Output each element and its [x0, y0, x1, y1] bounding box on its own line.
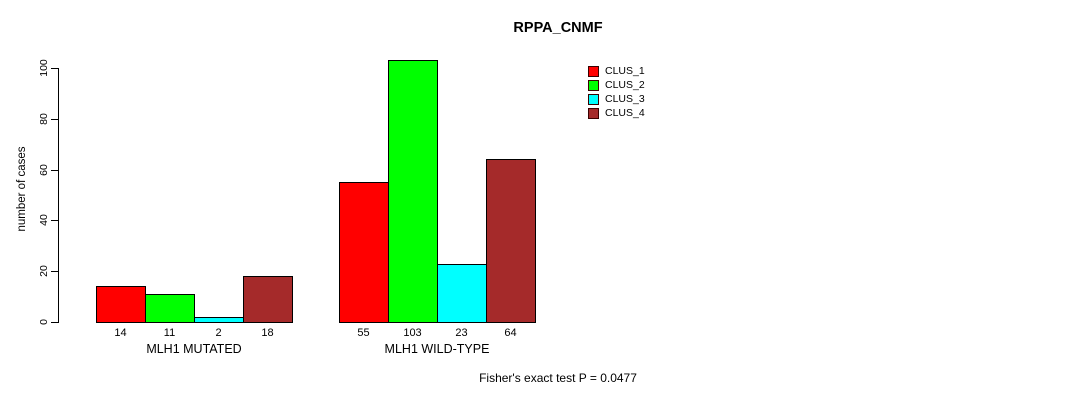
legend-label: CLUS_3: [605, 93, 645, 105]
bar-value-label: 55: [357, 327, 370, 339]
bar-clus_3-2: [437, 264, 487, 323]
legend-label: CLUS_4: [605, 107, 645, 119]
legend-label: CLUS_1: [605, 65, 645, 77]
bar-value-label: 2: [215, 327, 222, 339]
legend-swatch-icon: [588, 93, 599, 105]
bar-clus_2-2: [388, 60, 438, 323]
fisher-test-annotation: Fisher's exact test P = 0.0477: [479, 371, 637, 385]
y-axis-tick: [51, 169, 58, 171]
y-axis-tick-label: 40: [38, 214, 50, 227]
bar-clus_4-2: [486, 159, 536, 323]
y-axis-label: number of cases: [16, 146, 28, 232]
y-axis-tick: [51, 271, 58, 273]
bar-clus_3-1: [194, 317, 244, 323]
bar-clus_1-1: [96, 286, 146, 323]
category-label: MLH1 WILD-TYPE: [384, 342, 490, 356]
bar-value-label: 23: [455, 327, 468, 339]
legend-swatch-icon: [588, 65, 599, 77]
bar-clus_4-1: [243, 276, 293, 323]
y-axis-tick: [51, 322, 58, 323]
bar-clus_2-1: [145, 294, 195, 323]
chart-title: RPPA_CNMF: [513, 20, 603, 36]
legend-item-clus_2: CLUS_2: [588, 78, 645, 92]
bar-value-label: 14: [114, 327, 127, 339]
y-axis-tick-label: 60: [38, 163, 50, 176]
legend-swatch-icon: [588, 107, 599, 119]
bar-clus_1-2: [339, 182, 389, 323]
category-label: MLH1 MUTATED: [146, 342, 242, 356]
bar-value-label: 64: [504, 327, 517, 339]
y-axis-tick: [51, 118, 58, 120]
bar-value-label: 103: [403, 327, 422, 339]
y-axis-tick: [51, 68, 58, 69]
legend: CLUS_1 CLUS_2 CLUS_3 CLUS_4: [588, 64, 645, 120]
y-axis-tick-label: 100: [38, 59, 50, 77]
y-axis-tick-label: 0: [38, 319, 50, 325]
y-axis-tick-label: 20: [38, 265, 50, 278]
bar-value-label: 11: [163, 327, 176, 339]
y-axis-tick-label: 80: [38, 112, 50, 125]
legend-item-clus_4: CLUS_4: [588, 106, 645, 120]
bar-value-label: 18: [261, 327, 274, 339]
legend-label: CLUS_2: [605, 79, 645, 91]
y-axis-line: [58, 68, 59, 323]
y-axis-tick: [51, 220, 58, 222]
legend-item-clus_1: CLUS_1: [588, 64, 645, 78]
legend-swatch-icon: [588, 79, 599, 91]
legend-item-clus_3: CLUS_3: [588, 92, 645, 106]
